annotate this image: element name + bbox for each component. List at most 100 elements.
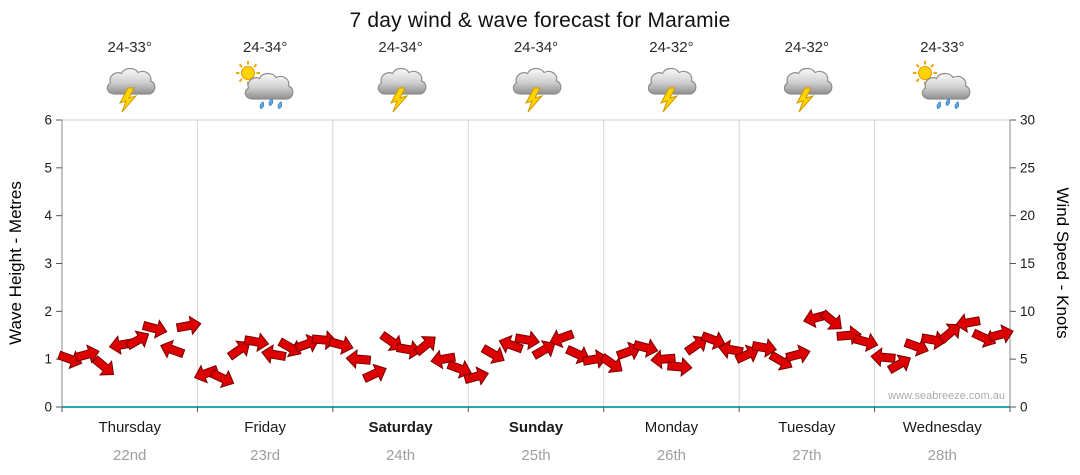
left-axis-tick-label: 5 xyxy=(44,160,52,175)
day-date-label: 22nd xyxy=(113,447,147,464)
cloud-shape xyxy=(648,67,697,95)
right-axis-tick-label: 10 xyxy=(1020,304,1035,319)
raindrop-icon xyxy=(954,101,960,110)
wind-arrow xyxy=(243,332,270,353)
lightning-icon xyxy=(524,87,544,113)
cloud-shape xyxy=(106,67,156,95)
cloud-shape xyxy=(377,67,426,95)
right-axis-tick-label: 15 xyxy=(1020,256,1035,271)
wind-arrow xyxy=(955,313,981,334)
wind-arrow xyxy=(718,339,744,360)
weather-icon-storm xyxy=(783,67,833,113)
wind-arrow xyxy=(819,309,842,330)
wind-arrow xyxy=(683,335,708,356)
wind-arrow xyxy=(226,340,251,361)
wind-arrow xyxy=(768,350,793,371)
wind-arrow xyxy=(463,366,490,386)
wind-arrow xyxy=(988,324,1014,344)
cloud-shape xyxy=(244,72,294,100)
raindrop-icon xyxy=(277,101,283,110)
storm-cloud-icon xyxy=(106,67,156,95)
lightning-icon xyxy=(795,87,815,113)
lightning-icon xyxy=(118,87,138,113)
storm-cloud-icon xyxy=(377,67,426,95)
left-axis-tick-label: 0 xyxy=(44,400,52,415)
wind-arrow xyxy=(903,337,929,357)
wind-arrow xyxy=(361,363,387,383)
wind-arrow xyxy=(125,330,150,351)
wind-arrow xyxy=(74,344,100,364)
wind-arrow xyxy=(599,353,623,374)
wind-arrow xyxy=(193,364,220,384)
weather-icon-storm xyxy=(512,67,562,113)
weather-icon-storm xyxy=(377,67,426,113)
wind-arrow xyxy=(498,334,524,354)
watermark: www.seabreeze.com.au xyxy=(888,390,1005,402)
left-axis-tick-label: 6 xyxy=(44,113,52,128)
day-date-label: 27th xyxy=(792,447,822,464)
day-temp-range: 24-34° xyxy=(513,39,559,56)
weather-icon-sun-rain xyxy=(913,61,971,110)
chart-title: 7 day wind & wave forecast for Maramie xyxy=(349,9,731,32)
wind-arrow xyxy=(328,335,354,355)
cloud-shape xyxy=(512,67,562,95)
storm-cloud-icon xyxy=(648,67,697,95)
wind-arrow xyxy=(531,340,556,360)
wind-arrow xyxy=(514,330,541,351)
day-temp-range: 24-33° xyxy=(107,39,152,56)
wind-arrow xyxy=(261,344,287,365)
weather-icon-storm xyxy=(648,67,697,113)
day-temp-range: 24-32° xyxy=(649,39,694,56)
day-date-label: 23rd xyxy=(250,447,281,464)
right-axis-tick-label: 25 xyxy=(1020,160,1035,175)
wind-arrow xyxy=(91,355,115,376)
weather-icon-sun-rain xyxy=(236,61,294,110)
wind-arrow xyxy=(160,339,186,359)
left-axis-tick-label: 2 xyxy=(44,304,52,319)
day-name-label: Friday xyxy=(244,419,286,436)
day-name-label: Saturday xyxy=(368,419,433,436)
wind-arrow xyxy=(108,335,135,356)
wind-arrow xyxy=(870,347,896,368)
right-axis-tick-label: 5 xyxy=(1020,352,1028,367)
day-name-label: Monday xyxy=(644,419,699,436)
cloud-shape xyxy=(922,72,971,100)
day-date-label: 26th xyxy=(656,447,687,464)
wind-arrow xyxy=(886,354,912,375)
wind-arrow xyxy=(700,331,726,351)
left-axis-tick-label: 1 xyxy=(44,352,52,367)
day-temp-range: 24-34° xyxy=(378,39,423,56)
wind-arrow xyxy=(175,315,202,336)
right-axis-tick-label: 30 xyxy=(1020,113,1035,128)
left-axis-tick-label: 3 xyxy=(44,256,52,271)
raindrop-icon xyxy=(936,101,942,110)
wind-arrow xyxy=(413,336,436,357)
wind-arrow xyxy=(141,319,168,339)
day-date-label: 24th xyxy=(385,447,416,464)
day-date-label: 25th xyxy=(521,447,551,464)
wind-arrow xyxy=(785,344,811,364)
day-name-label: Tuesday xyxy=(778,419,836,436)
day-name-label: Thursday xyxy=(98,419,161,436)
left-axis-tick-label: 4 xyxy=(44,208,52,223)
wind-arrow xyxy=(667,356,693,378)
day-name-label: Sunday xyxy=(508,419,564,436)
wind-arrow xyxy=(751,337,778,358)
lightning-icon xyxy=(660,87,679,113)
storm-cloud-icon xyxy=(512,67,562,95)
rain-cloud-icon xyxy=(244,72,294,100)
right-axis-tick-label: 20 xyxy=(1020,208,1035,223)
wind-arrow xyxy=(938,323,961,344)
weather-icon-storm xyxy=(106,67,156,113)
wind-arrow xyxy=(549,329,575,349)
rain-cloud-icon xyxy=(922,72,971,100)
raindrop-icon xyxy=(259,101,265,110)
raindrop-icon xyxy=(945,98,951,107)
storm-cloud-icon xyxy=(783,67,833,95)
day-date-label: 28th xyxy=(927,447,957,464)
wind-arrow xyxy=(209,368,235,389)
cloud-shape xyxy=(783,67,833,95)
wind-arrow xyxy=(379,331,403,352)
